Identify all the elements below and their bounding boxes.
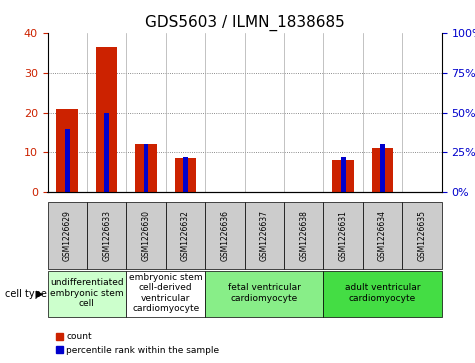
Bar — [372, 148, 393, 192]
Bar — [96, 46, 117, 192]
FancyBboxPatch shape — [402, 201, 442, 269]
FancyBboxPatch shape — [284, 201, 323, 269]
FancyBboxPatch shape — [87, 201, 126, 269]
FancyBboxPatch shape — [166, 201, 205, 269]
Title: GDS5603 / ILMN_1838685: GDS5603 / ILMN_1838685 — [145, 15, 344, 31]
Bar — [57, 109, 78, 192]
Text: GSM1226630: GSM1226630 — [142, 209, 151, 261]
Text: fetal ventricular
cardiomyocyte: fetal ventricular cardiomyocyte — [228, 283, 301, 303]
FancyBboxPatch shape — [245, 201, 284, 269]
Text: GSM1226634: GSM1226634 — [378, 209, 387, 261]
Text: GSM1226631: GSM1226631 — [339, 210, 348, 261]
Text: ▶: ▶ — [36, 289, 43, 299]
Text: GSM1226633: GSM1226633 — [102, 209, 111, 261]
Text: adult ventricular
cardiomyocyte: adult ventricular cardiomyocyte — [345, 283, 420, 303]
Bar — [332, 160, 354, 192]
Bar — [104, 113, 109, 192]
FancyBboxPatch shape — [48, 271, 126, 317]
Text: GSM1226638: GSM1226638 — [299, 210, 308, 261]
FancyBboxPatch shape — [205, 271, 323, 317]
Legend: count, percentile rank within the sample: count, percentile rank within the sample — [52, 329, 223, 359]
Bar — [380, 144, 385, 192]
FancyBboxPatch shape — [126, 271, 205, 317]
Text: GSM1226635: GSM1226635 — [418, 209, 427, 261]
Bar — [175, 158, 196, 192]
Text: cell type: cell type — [5, 289, 47, 299]
Text: undifferentiated
embryonic stem
cell: undifferentiated embryonic stem cell — [50, 278, 124, 308]
FancyBboxPatch shape — [205, 201, 245, 269]
Text: GSM1226637: GSM1226637 — [260, 209, 269, 261]
FancyBboxPatch shape — [363, 201, 402, 269]
Bar — [144, 144, 148, 192]
Text: GSM1226629: GSM1226629 — [63, 210, 72, 261]
Bar — [183, 157, 188, 192]
FancyBboxPatch shape — [323, 201, 363, 269]
FancyBboxPatch shape — [126, 201, 166, 269]
Bar — [341, 157, 345, 192]
FancyBboxPatch shape — [323, 271, 442, 317]
Text: GSM1226632: GSM1226632 — [181, 210, 190, 261]
Text: GSM1226636: GSM1226636 — [220, 209, 229, 261]
FancyBboxPatch shape — [48, 201, 87, 269]
Bar — [135, 144, 157, 192]
Bar — [65, 129, 69, 192]
Text: embryonic stem
cell-derived
ventricular
cardiomyocyte: embryonic stem cell-derived ventricular … — [129, 273, 202, 313]
